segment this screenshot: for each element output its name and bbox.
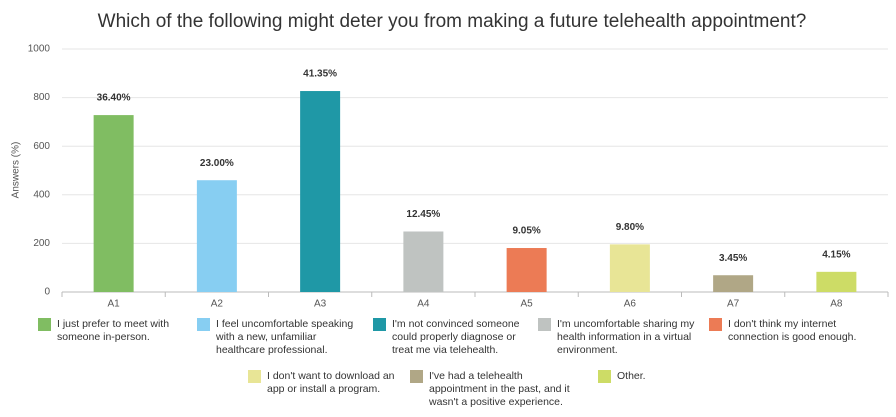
x-tick-label: A5 [521,299,534,310]
legend-swatch [373,318,386,331]
legend-item: I'm uncomfortable sharing my health info… [538,318,703,357]
y-axis-label: Answers (%) [11,142,22,199]
bar-label: 9.80% [616,222,644,233]
x-tick-label: A3 [314,299,327,310]
legend-swatch [709,318,722,331]
x-tick-label: A6 [624,299,637,310]
y-tick-label: 1000 [28,44,51,55]
legend-item: I just prefer to meet with someone in-pe… [38,318,203,344]
bar-label: 12.45% [406,209,440,220]
bar [816,271,857,292]
y-tick-label: 0 [44,287,50,298]
bar [93,115,134,292]
legend-text: I just prefer to meet with someone in-pe… [57,318,170,343]
chart-title: Which of the following might deter you f… [98,11,807,32]
legend-item: I don't want to download an app or insta… [248,370,413,396]
legend-text: I don't want to download an app or insta… [267,370,395,395]
x-tick-label: A7 [727,299,740,310]
legend-swatch [410,370,423,383]
y-tick-label: 600 [33,141,50,152]
legend-item: I've had a telehealth appointment in the… [410,370,575,409]
y-tick-label: 400 [33,189,50,200]
bar-label: 41.35% [303,69,337,80]
x-tick-label: A8 [830,299,843,310]
bar [506,248,547,292]
bar-label: 9.05% [512,226,540,237]
legend-swatch [598,370,611,383]
x-tick-label: A1 [108,299,121,310]
legend-text: Other. [617,370,646,382]
legend-swatch [538,318,551,331]
legend-item: I feel uncomfortable speaking with a new… [197,318,362,357]
bar [403,231,444,292]
x-tick-label: A4 [417,299,430,310]
bar [609,244,650,292]
legend-text: I'm not convinced someone could properly… [392,318,520,356]
bar [300,91,341,292]
bar [196,180,237,292]
legend-text: I've had a telehealth appointment in the… [429,370,570,408]
legend-swatch [197,318,210,331]
legend-swatch [38,318,51,331]
bar-label: 4.15% [822,249,850,260]
legend-item: I don't think my internet connection is … [709,318,884,344]
bar [713,275,754,292]
bar-label: 23.00% [200,158,234,169]
bar-label: 36.40% [97,93,131,104]
legend-item: Other. [598,370,763,383]
y-tick-label: 800 [33,92,50,103]
legend-swatch [248,370,261,383]
y-tick-label: 200 [33,238,50,249]
legend-item: I'm not convinced someone could properly… [373,318,538,357]
legend-text: I'm uncomfortable sharing my health info… [557,318,695,356]
bar-label: 3.45% [719,253,747,264]
legend-text: I feel uncomfortable speaking with a new… [216,318,354,356]
legend-text: I don't think my internet connection is … [728,318,857,343]
x-tick-label: A2 [211,299,224,310]
